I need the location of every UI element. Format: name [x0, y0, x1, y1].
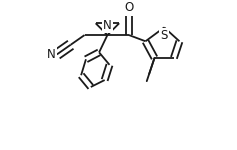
Text: O: O	[124, 1, 133, 14]
Text: S: S	[160, 29, 168, 42]
Text: N: N	[47, 48, 55, 61]
Text: N: N	[103, 19, 112, 32]
